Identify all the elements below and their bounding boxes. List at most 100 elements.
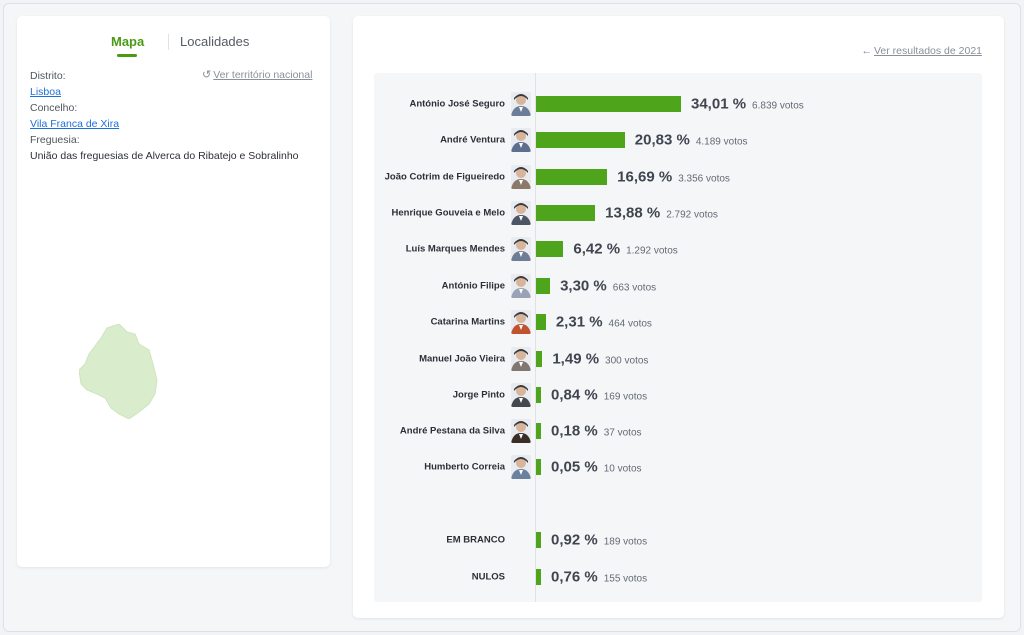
- percent-label: 34,01 %: [691, 95, 747, 113]
- candidate-row[interactable]: Luís Marques Mendes 6,42 % 1.292 votos: [374, 234, 982, 264]
- candidate-row[interactable]: António Filipe 3,30 % 663 votos: [374, 271, 982, 301]
- other-name: NULOS: [471, 571, 505, 583]
- votes-label: 169 votos: [603, 391, 648, 403]
- parish-map[interactable]: [79, 324, 159, 419]
- candidate-row[interactable]: Manuel João Vieira 1,49 % 300 votos: [374, 344, 982, 374]
- tab-divider: [168, 34, 169, 50]
- candidate-row[interactable]: João Cotrim de Figueiredo 16,69 % 3.356 vo…: [374, 162, 982, 192]
- candidate-name: Catarina Martins: [430, 316, 505, 328]
- municipality-link[interactable]: Vila Franca de Xira: [30, 118, 120, 130]
- candidate-name: Henrique Gouveia e Melo: [391, 207, 506, 219]
- result-percent: 0,05 % 10 votos: [551, 459, 642, 476]
- candidate-avatar-icon: [511, 383, 531, 407]
- result-bar: [536, 532, 541, 548]
- result-bar: [536, 387, 541, 403]
- candidate-avatar-icon: [511, 455, 531, 479]
- candidate-name: António José Seguro: [409, 98, 505, 110]
- candidate-row[interactable]: Humberto Correia 0,05 % 10 votos: [374, 452, 982, 482]
- votes-label: 2.792 votos: [666, 209, 718, 221]
- district-link[interactable]: Lisboa: [30, 86, 61, 98]
- result-bar: [536, 241, 564, 257]
- parish-value: União das freguesias de Alverca do Ribat…: [30, 150, 299, 162]
- previous-results-link-label: Ver resultados de 2021: [874, 45, 982, 57]
- candidate-name: Jorge Pinto: [452, 389, 505, 401]
- municipality-label: Concelho:: [30, 102, 78, 114]
- result-percent: 0,76 % 155 votos: [551, 569, 647, 586]
- location-breadcrumb: Distrito: Lisboa Concelho: Vila Franca d…: [30, 68, 320, 164]
- percent-label: 1,49 %: [552, 350, 600, 368]
- result-bar: [536, 351, 543, 367]
- percent-label: 16,69 %: [617, 168, 673, 186]
- candidate-row[interactable]: Jorge Pinto 0,84 % 169 votos: [374, 380, 982, 410]
- votes-label: 663 votos: [612, 282, 657, 294]
- result-percent: 1,49 % 300 votos: [552, 351, 648, 368]
- result-percent: 0,18 % 37 votos: [551, 423, 642, 440]
- national-territory-link[interactable]: ↺ Ver território nacional: [202, 68, 312, 81]
- candidate-avatar-icon: [511, 92, 531, 116]
- candidate-name: António Filipe: [441, 280, 505, 292]
- votes-label: 300 votos: [605, 355, 649, 367]
- tab-mapa-label: Mapa: [111, 34, 145, 49]
- percent-label: 3,30 %: [560, 277, 607, 295]
- votes-label: 155 votos: [603, 573, 648, 585]
- candidate-row[interactable]: André Ventura 20,83 % 4.189 votos: [374, 125, 982, 155]
- candidate-name: João Cotrim de Figueiredo: [384, 171, 505, 183]
- votes-label: 3.356 votos: [678, 173, 730, 185]
- result-bar: [536, 132, 625, 148]
- votes-label: 10 votos: [603, 463, 642, 475]
- result-percent: 34,01 % 6.839 votos: [691, 96, 804, 113]
- candidate-avatar-icon: [511, 310, 531, 334]
- votes-label: 464 votos: [608, 318, 652, 330]
- votes-label: 6.839 votos: [752, 100, 804, 112]
- result-bar: [536, 96, 681, 112]
- candidate-name: Manuel João Vieira: [419, 353, 505, 365]
- other-name: EM BRANCO: [446, 534, 505, 546]
- location-panel: Mapa Localidades ↺ Ver território naciona…: [17, 16, 330, 567]
- parish-map-shape: [79, 324, 158, 419]
- previous-results-link[interactable]: ← Ver resultados de 2021: [862, 45, 983, 57]
- candidate-row[interactable]: Catarina Martins 2,31 % 464 votos: [374, 307, 982, 337]
- votes-label: 1.292 votos: [626, 245, 678, 257]
- result-bar: [536, 423, 541, 439]
- parish-label: Freguesia:: [30, 134, 80, 146]
- other-row[interactable]: NULOS 0,76 % 155 votos: [374, 562, 982, 592]
- candidate-avatar-icon: [511, 274, 531, 298]
- percent-label: 0,18 %: [551, 422, 598, 440]
- result-percent: 2,31 % 464 votos: [556, 314, 652, 331]
- percent-label: 6,42 %: [573, 240, 621, 258]
- other-row[interactable]: EM BRANCO 0,92 % 189 votos: [374, 525, 982, 555]
- candidate-name: Luís Marques Mendes: [405, 243, 505, 255]
- votes-label: 4.189 votos: [695, 136, 748, 148]
- undo-icon: ↺: [202, 69, 212, 81]
- national-territory-link-label: Ver território nacional: [213, 69, 313, 81]
- candidate-name: André Pestana da Silva: [399, 425, 505, 437]
- arrow-left-icon: ←: [861, 45, 873, 57]
- result-bar: [536, 205, 596, 221]
- result-bar: [536, 278, 551, 294]
- candidate-row[interactable]: António José Seguro 34,01 % 6.839 votos: [374, 89, 982, 119]
- result-bar: [536, 459, 541, 475]
- result-percent: 13,88 % 2.792 votos: [605, 205, 718, 222]
- result-percent: 20,83 % 4.189 votos: [635, 132, 748, 149]
- candidate-avatar-icon: [511, 128, 531, 152]
- candidate-avatar-icon: [511, 165, 531, 189]
- view-tabs: Mapa Localidades: [17, 34, 330, 64]
- result-percent: 0,84 % 169 votos: [551, 387, 647, 404]
- candidate-avatar-icon: [511, 347, 531, 371]
- votes-label: 37 votos: [603, 427, 642, 439]
- result-percent: 3,30 % 663 votos: [560, 278, 656, 295]
- percent-label: 20,83 %: [634, 131, 690, 149]
- result-bar: [536, 569, 541, 585]
- tab-localidades[interactable]: Localidades: [180, 34, 249, 49]
- tab-mapa[interactable]: Mapa: [111, 34, 145, 57]
- candidate-avatar-icon: [511, 237, 531, 261]
- percent-label: 2,31 %: [555, 313, 603, 331]
- result-bar: [536, 314, 546, 330]
- percent-label: 13,88 %: [605, 204, 661, 222]
- district-label: Distrito:: [30, 70, 66, 82]
- percent-label: 0,92 %: [551, 531, 598, 549]
- candidate-row[interactable]: André Pestana da Silva 0,18 % 37 votos: [374, 416, 982, 446]
- candidate-row[interactable]: Henrique Gouveia e Melo 13,88 % 2.792 voto…: [374, 198, 982, 228]
- results-panel: ← Ver resultados de 2021 António José Seg…: [353, 16, 1004, 618]
- candidate-name: André Ventura: [440, 134, 505, 146]
